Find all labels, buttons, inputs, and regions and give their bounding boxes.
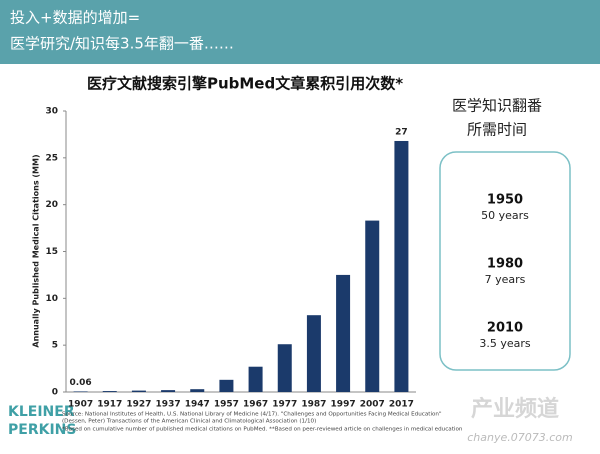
x-tick-label: 1987 [301, 400, 326, 410]
watermark: chanye.07073.com [467, 431, 573, 444]
logo: PERKINS [8, 422, 76, 438]
watermark: 产业频道 [471, 396, 559, 422]
note: Source: National Institutes of Health, U… [62, 412, 442, 418]
side-year: 1980 [487, 257, 523, 272]
bar [73, 391, 88, 392]
side-year: 1950 [487, 193, 523, 208]
side-year: 2010 [487, 321, 523, 336]
side-title: 所需时间 [467, 121, 527, 139]
chart-title: 医疗文献搜索引擎PubMed文章累积引用次数* [87, 75, 403, 93]
side-span: 50 years [481, 209, 529, 222]
side-title: 医学知识翻番 [452, 97, 542, 115]
header-line: 投入+数据的增加= [10, 9, 140, 27]
x-tick-label: 1997 [331, 400, 356, 410]
x-tick-label: 1927 [126, 400, 151, 410]
y-tick-label: 25 [45, 153, 58, 163]
y-tick-label: 20 [45, 200, 58, 210]
side-span: 3.5 years [479, 337, 531, 350]
logo: KLEINER [8, 404, 75, 420]
x-tick-label: 1947 [185, 400, 210, 410]
x-tick-label: 1977 [272, 400, 297, 410]
x-tick-label: 1967 [243, 400, 268, 410]
bar [277, 344, 292, 392]
value-label: 27 [395, 127, 408, 137]
bar [161, 390, 176, 392]
note: *Based on cumulative number of published… [62, 427, 463, 433]
x-tick-label: 2007 [360, 400, 385, 410]
y-tick-label: 15 [45, 247, 58, 257]
y-tick-label: 0 [52, 388, 58, 398]
header-band [0, 0, 600, 64]
header-line: 医学研究/知识每3.5年翻一番…… [10, 35, 234, 53]
side-span: 7 years [485, 273, 526, 286]
bar [190, 389, 205, 392]
bar [248, 366, 263, 392]
x-tick-label: 2017 [389, 400, 414, 410]
y-tick-label: 5 [52, 341, 58, 351]
value-label: 0.06 [69, 378, 91, 388]
x-tick-label: 1937 [156, 400, 181, 410]
bar [394, 140, 409, 392]
bar [306, 315, 321, 392]
y-tick-label: 10 [45, 294, 58, 304]
side-box [439, 151, 571, 371]
bar [219, 379, 234, 392]
bar [336, 274, 351, 392]
x-tick-label: 1957 [214, 400, 239, 410]
note: (Dessen, Peter) Transactions of the Amer… [62, 419, 316, 425]
bar [131, 390, 146, 392]
y-axis-label: Annually Published Medical Citations (MM… [32, 154, 41, 347]
x-tick-label: 1907 [68, 400, 93, 410]
bar [365, 220, 380, 392]
x-tick-label: 1917 [97, 400, 122, 410]
y-tick-label: 30 [45, 107, 58, 117]
bar [102, 391, 117, 392]
